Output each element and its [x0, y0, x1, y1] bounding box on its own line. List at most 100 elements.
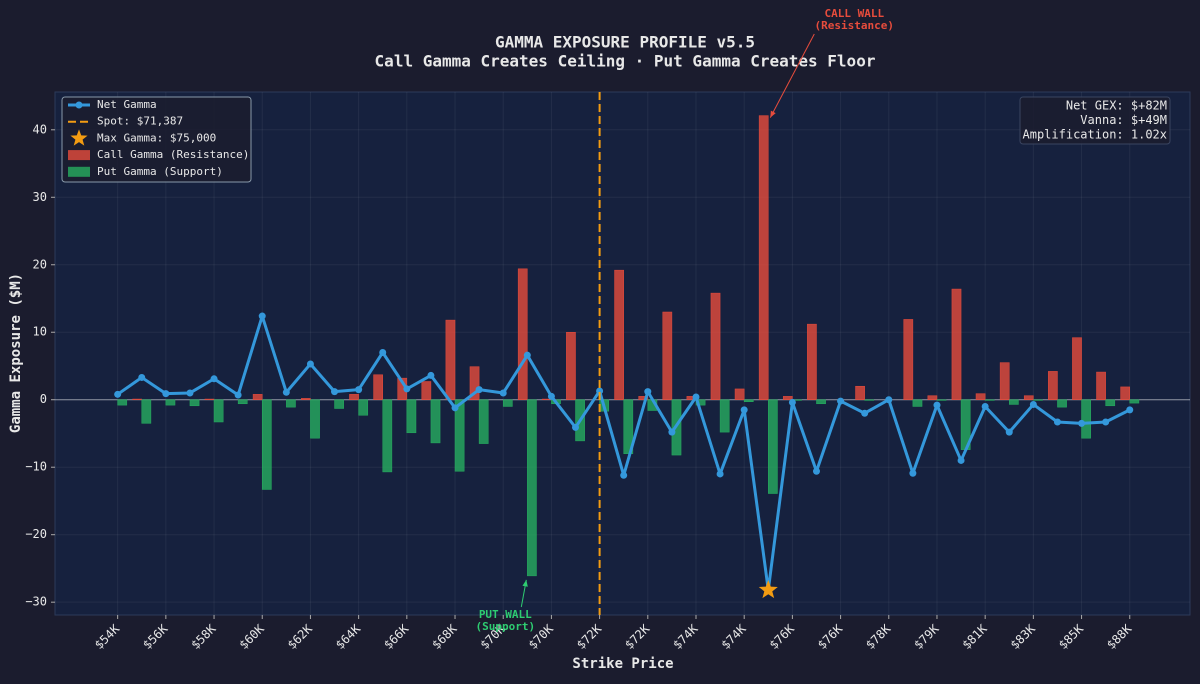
info-text: Amplification: 1.02x [1023, 128, 1168, 142]
annotation-arrow [769, 33, 815, 118]
y-tick-label: 40 [33, 122, 47, 136]
bar [373, 374, 383, 400]
net-point [909, 469, 917, 477]
net-point [451, 404, 459, 412]
bar [301, 398, 311, 400]
y-tick-label: 20 [33, 257, 47, 271]
bar [864, 399, 875, 401]
bar [816, 399, 826, 405]
bar [768, 399, 778, 494]
net-point [427, 371, 435, 379]
bar [638, 396, 649, 400]
bar [421, 381, 432, 400]
bar [758, 115, 769, 400]
net-point [258, 312, 266, 320]
net-point [210, 375, 218, 383]
bar [855, 385, 865, 400]
net-point [1102, 418, 1110, 426]
y-axis-label: Gamma Exposure ($M) [8, 273, 24, 433]
net-point [861, 409, 869, 417]
bar [454, 399, 465, 472]
net-point [523, 351, 531, 359]
bar [310, 399, 320, 439]
y-tick-label: 10 [33, 325, 47, 339]
net-point [716, 470, 724, 478]
bar [975, 393, 986, 400]
bar [382, 399, 393, 473]
net-point [812, 467, 820, 475]
bar [527, 399, 537, 577]
bar [252, 394, 263, 400]
net-point [475, 386, 483, 394]
info-text: Net GEX: $+82M [1066, 99, 1167, 113]
bar [237, 399, 248, 405]
legend-label: Max Gamma: $75,000 [97, 131, 216, 144]
arrow-head [522, 579, 528, 587]
bar [117, 399, 128, 406]
chart-subtitle: Call Gamma Creates Ceiling · Put Gamma C… [375, 52, 876, 71]
bar [1129, 399, 1140, 404]
net-point [740, 406, 748, 414]
bar [1057, 399, 1067, 408]
net-point [355, 386, 363, 394]
net-point [186, 389, 194, 397]
bar [1009, 399, 1019, 405]
bar [1048, 371, 1058, 400]
net-point [138, 373, 146, 381]
bar [999, 362, 1010, 400]
bar [912, 399, 923, 407]
net-point [957, 456, 965, 464]
bar [734, 388, 745, 400]
bar [782, 396, 793, 400]
bar [710, 292, 721, 400]
bar [213, 399, 224, 423]
net-point [1005, 428, 1013, 436]
net-point [788, 398, 796, 406]
bar [261, 399, 272, 490]
net-point [572, 423, 580, 431]
bar [478, 399, 489, 444]
legend-swatch [68, 166, 90, 177]
legend-star [70, 129, 88, 146]
bar [903, 319, 914, 400]
y-tick-label: −20 [25, 527, 47, 541]
bar [807, 323, 817, 400]
net-point [379, 348, 387, 356]
net-point [306, 360, 314, 368]
net-point [282, 388, 290, 396]
chart-title: GAMMA EXPOSURE PROFILE v5.5 [495, 33, 755, 52]
bar [1120, 386, 1131, 400]
net-point [114, 390, 122, 398]
bar [1081, 399, 1091, 439]
net-point [499, 389, 507, 397]
annotation-text: PUT WALL [479, 608, 532, 621]
bar [1096, 371, 1106, 400]
info-text: Vanna: $+49M [1080, 113, 1167, 127]
bar [445, 319, 456, 400]
x-axis-label: Strike Price [572, 656, 673, 672]
net-point [1078, 419, 1086, 427]
bar [662, 311, 673, 400]
net-point [331, 388, 339, 396]
y-tick-label: 30 [33, 190, 47, 204]
net-point [1029, 400, 1037, 408]
annotation-text: CALL WALL [824, 7, 884, 20]
bar [951, 288, 962, 400]
bar [927, 395, 938, 400]
bar [132, 398, 143, 400]
net-point [620, 471, 628, 479]
legend-label: Net Gamma [97, 98, 157, 111]
net-point [403, 385, 411, 393]
net-point [1126, 406, 1134, 414]
net-point [933, 401, 941, 409]
legend-label: Spot: $71,387 [97, 115, 183, 128]
bar [936, 399, 947, 401]
bar [334, 399, 344, 409]
bar [623, 399, 634, 454]
legend-label: Call Gamma (Resistance) [97, 148, 249, 161]
bar [719, 399, 730, 433]
net-point [1053, 418, 1061, 426]
bar [743, 399, 754, 403]
bar [286, 399, 296, 408]
